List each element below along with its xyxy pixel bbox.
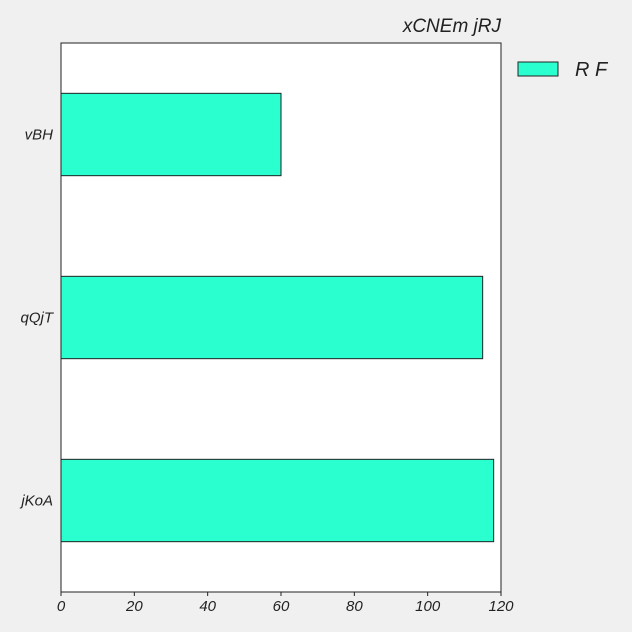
chart-title: xCNEm jRJ: [402, 16, 502, 37]
legend-swatch: [517, 61, 559, 77]
x-tick-label: 60: [273, 598, 290, 615]
x-tick-label: 100: [415, 598, 441, 615]
x-tick-label: 0: [57, 598, 66, 615]
x-tick-labels: 0 20 40 60 80 100 120: [57, 592, 514, 615]
bar-qQjT: [60, 275, 484, 360]
x-tick-label: 20: [125, 598, 143, 615]
x-tick-label: 80: [346, 598, 363, 615]
x-tick-label: 120: [488, 598, 514, 615]
legend-label: R F: [575, 59, 609, 81]
y-tick-labels: vBH qQjT jKoA: [19, 127, 55, 510]
y-tick-label: qQjT: [20, 310, 54, 327]
y-tick-label: jKoA: [19, 493, 53, 510]
y-tick-label: vBH: [25, 127, 54, 144]
bars-group: [60, 92, 495, 543]
bar-jKoA: [60, 458, 495, 543]
legend: R F: [517, 59, 609, 81]
x-tick-label: 40: [199, 598, 216, 615]
bar-vBH: [60, 92, 282, 177]
